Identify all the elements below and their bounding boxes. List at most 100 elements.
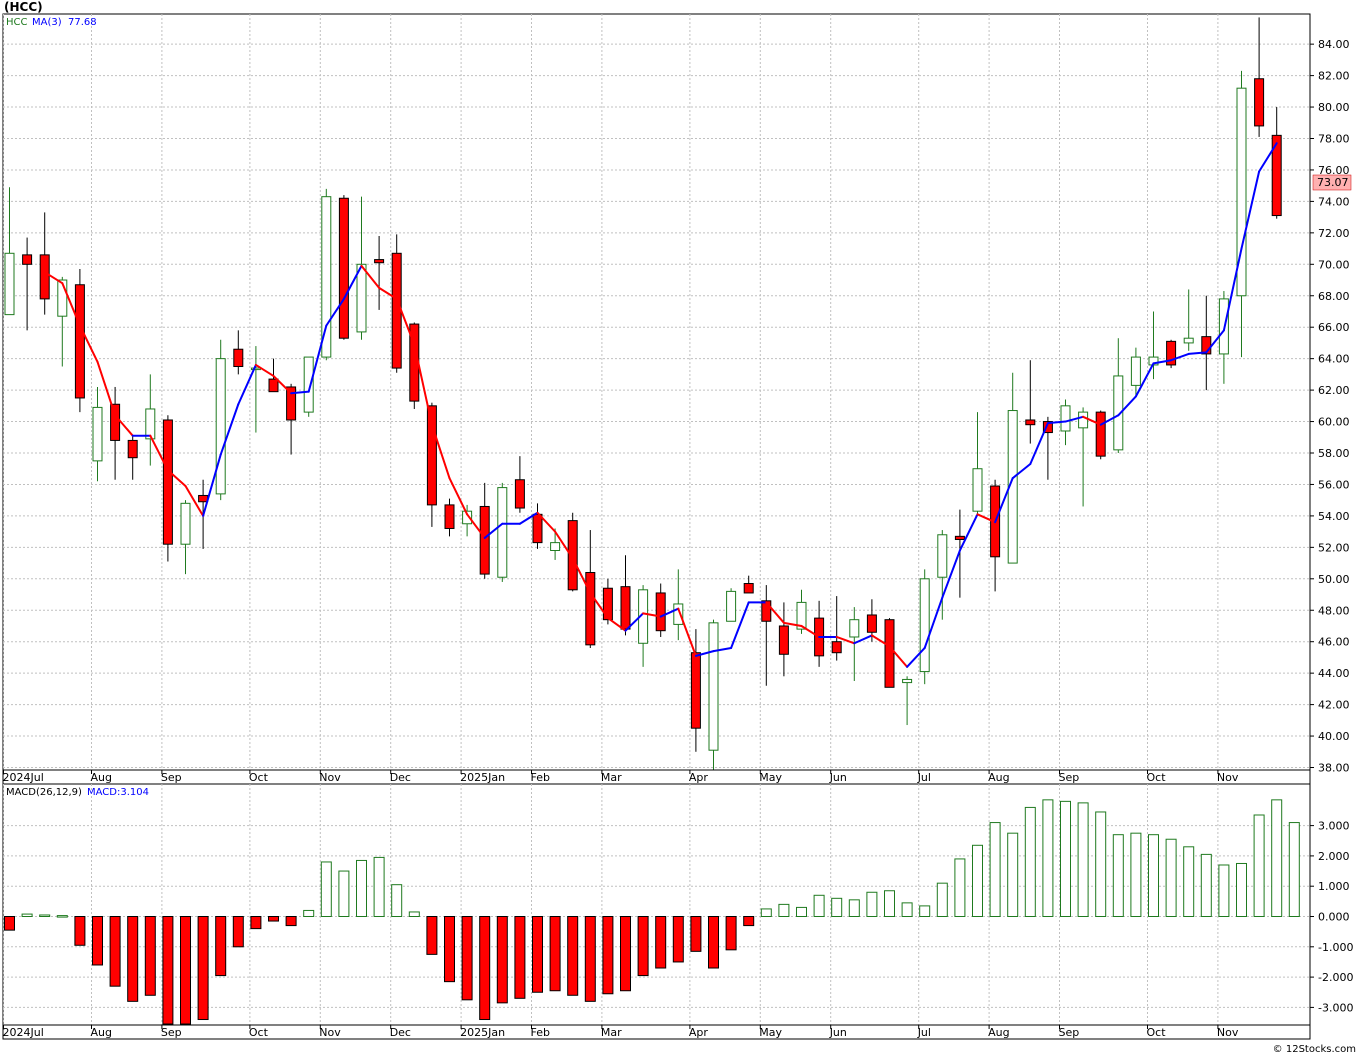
month-label: Nov <box>319 771 341 784</box>
price-y-tick-label: 38.00 <box>1318 762 1350 775</box>
macd-bar-negative <box>725 916 737 951</box>
candle-up-body <box>550 542 561 551</box>
ma-segment <box>923 596 944 649</box>
ma-segment <box>589 591 609 620</box>
month-label: Jul <box>917 771 931 784</box>
ma-segment <box>730 601 750 649</box>
ma-segment <box>1029 422 1049 466</box>
macd-bar-negative <box>215 916 227 977</box>
candle-up-body <box>972 468 983 512</box>
candle-down-body <box>532 513 543 544</box>
month-label: May <box>759 1026 782 1039</box>
ma-segment <box>413 343 433 426</box>
month-label: 2024Jul <box>3 771 44 784</box>
month-label: May <box>759 771 782 784</box>
ma-segment <box>149 434 169 472</box>
macd-bar-negative <box>232 916 244 948</box>
candle-down-body <box>1095 411 1106 457</box>
price-y-tick-label: 68.00 <box>1318 290 1350 303</box>
ma-segment <box>78 324 99 363</box>
price-y-tick-label: 80.00 <box>1318 101 1350 114</box>
macd-bar-negative <box>620 916 631 992</box>
month-label: Sep <box>1059 1026 1080 1039</box>
month-label: Dec <box>390 1026 411 1039</box>
macd-bar-positive <box>303 909 315 918</box>
macd-bar-positive <box>56 915 68 918</box>
price-y-tick-label: 62.00 <box>1318 384 1350 397</box>
macd-bar-positive <box>320 861 332 918</box>
ma-segment <box>96 360 117 417</box>
ma-segment <box>853 634 873 645</box>
macd-y-tick-label: 2.000 <box>1318 850 1350 863</box>
macd-bar-positive <box>1253 814 1265 917</box>
macd-y-tick-label: -2.000 <box>1318 971 1353 984</box>
legend-symbol: HCC <box>6 17 28 28</box>
month-label: Apr <box>689 1026 709 1039</box>
ma-segment <box>360 264 381 289</box>
candle-up-body <box>796 601 807 630</box>
price-panel: 84.00 82.00 80.00 78.00 76.00 74.00 72.00 70.00… <box>2 13 1352 785</box>
macd-bar-positive <box>391 884 403 917</box>
macd-bar-negative <box>690 916 702 952</box>
ma-segment <box>430 423 451 480</box>
ma-segment <box>1205 329 1225 354</box>
month-label: Apr <box>689 771 709 784</box>
legend-macd-label: MACD(26,12,9) <box>6 787 82 798</box>
month-label: Jun <box>829 771 847 784</box>
candle-down-body <box>743 583 754 594</box>
ma-segment <box>994 477 1014 524</box>
ma-segment <box>466 513 486 539</box>
month-label: Aug <box>988 1026 1009 1039</box>
candle-up-body <box>673 603 684 625</box>
ma-segment <box>1187 351 1208 355</box>
price-y-tick-label: 42.00 <box>1318 699 1350 712</box>
macd-bar-positive <box>1060 800 1071 917</box>
candle-up-body <box>321 196 332 358</box>
candle-down-body <box>1025 419 1036 426</box>
ma-segment <box>378 286 398 300</box>
month-label: Mar <box>601 771 622 784</box>
legend-ma-label: MA(3) <box>32 17 62 28</box>
month-label: Feb <box>531 1026 550 1039</box>
candle-down-body <box>127 439 138 459</box>
candle-down-body <box>690 652 701 729</box>
month-label: Aug <box>91 1026 112 1039</box>
last-price-label: 73.07 <box>1317 176 1349 189</box>
ma-segment <box>1152 359 1173 365</box>
macd-bar-negative <box>549 916 561 992</box>
ma-segment <box>870 634 891 648</box>
ma-segment <box>518 511 539 525</box>
candle-up-body <box>937 534 948 578</box>
candle-down-body <box>162 419 173 545</box>
macd-bar-positive <box>796 906 807 917</box>
price-y-tick-label: 76.00 <box>1318 164 1350 177</box>
price-y-tick-label: 44.00 <box>1318 667 1350 680</box>
candle-up-body <box>215 358 226 495</box>
macd-bar-positive <box>936 882 948 917</box>
ma-segment <box>782 621 803 627</box>
ma-segment <box>1240 170 1261 250</box>
macd-bar-positive <box>356 859 367 918</box>
candle-down-body <box>761 600 772 622</box>
candle-down-body <box>514 479 525 509</box>
macd-bar-positive <box>866 891 878 918</box>
candle-up-body <box>1078 411 1089 429</box>
candle-down-body <box>1166 340 1177 366</box>
ma-segment <box>536 511 557 533</box>
macd-bar-negative <box>514 916 526 999</box>
macd-bar-negative <box>4 916 15 931</box>
ma-segment <box>941 549 961 599</box>
price-y-tick-label: 54.00 <box>1318 510 1350 523</box>
macd-y-tick-label: 1.000 <box>1318 880 1350 893</box>
macd-bar-positive <box>39 914 51 917</box>
month-label: Oct <box>1147 771 1167 784</box>
macd-grid <box>3 784 1310 1025</box>
month-label: Feb <box>531 771 550 784</box>
candle-down-body <box>866 614 877 633</box>
macd-bar-negative <box>584 916 596 1002</box>
price-ma-line <box>43 142 1278 668</box>
macd-bar-negative <box>144 916 156 996</box>
ma-segment <box>642 612 662 618</box>
candle-up-body <box>726 590 737 622</box>
candle-up-body <box>250 367 261 371</box>
